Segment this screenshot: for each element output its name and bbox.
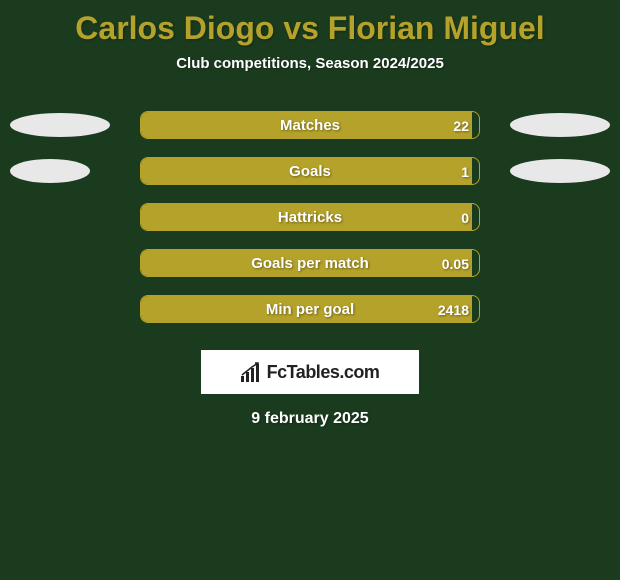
stat-bar: Min per goal2418 (140, 295, 480, 323)
stat-label: Goals (141, 158, 479, 185)
stats-area: Matches22 Goals1 Hattricks0 Goals per match… (0, 102, 620, 332)
brand-label: FcTables.com (267, 362, 380, 383)
chart-icon (241, 362, 263, 382)
player-left-marker (10, 113, 110, 137)
stat-row: Goals per match0.05 (0, 240, 620, 286)
date-label: 9 february 2025 (0, 410, 620, 428)
stat-value: 2418 (438, 296, 469, 323)
stat-row: Hattricks0 (0, 194, 620, 240)
stat-value: 0.05 (442, 250, 469, 277)
stat-label: Hattricks (141, 204, 479, 231)
comparison-card: Carlos Diogo vs Florian Miguel Club comp… (0, 0, 620, 580)
stat-row: Min per goal2418 (0, 286, 620, 332)
stat-value: 1 (461, 158, 469, 185)
player-right-marker (510, 159, 610, 183)
stat-value: 22 (453, 112, 469, 139)
stat-value: 0 (461, 204, 469, 231)
stat-bar: Goals1 (140, 157, 480, 185)
subtitle: Club competitions, Season 2024/2025 (0, 55, 620, 72)
stat-row: Matches22 (0, 102, 620, 148)
page-title: Carlos Diogo vs Florian Miguel (0, 0, 620, 47)
brand-box[interactable]: FcTables.com (201, 350, 419, 394)
stat-bar: Goals per match0.05 (140, 249, 480, 277)
stat-row: Goals1 (0, 148, 620, 194)
stat-bar: Hattricks0 (140, 203, 480, 231)
player-right-marker (510, 113, 610, 137)
player-left-marker (10, 159, 90, 183)
stat-label: Min per goal (141, 296, 479, 323)
stat-label: Matches (141, 112, 479, 139)
stat-label: Goals per match (141, 250, 479, 277)
stat-bar: Matches22 (140, 111, 480, 139)
